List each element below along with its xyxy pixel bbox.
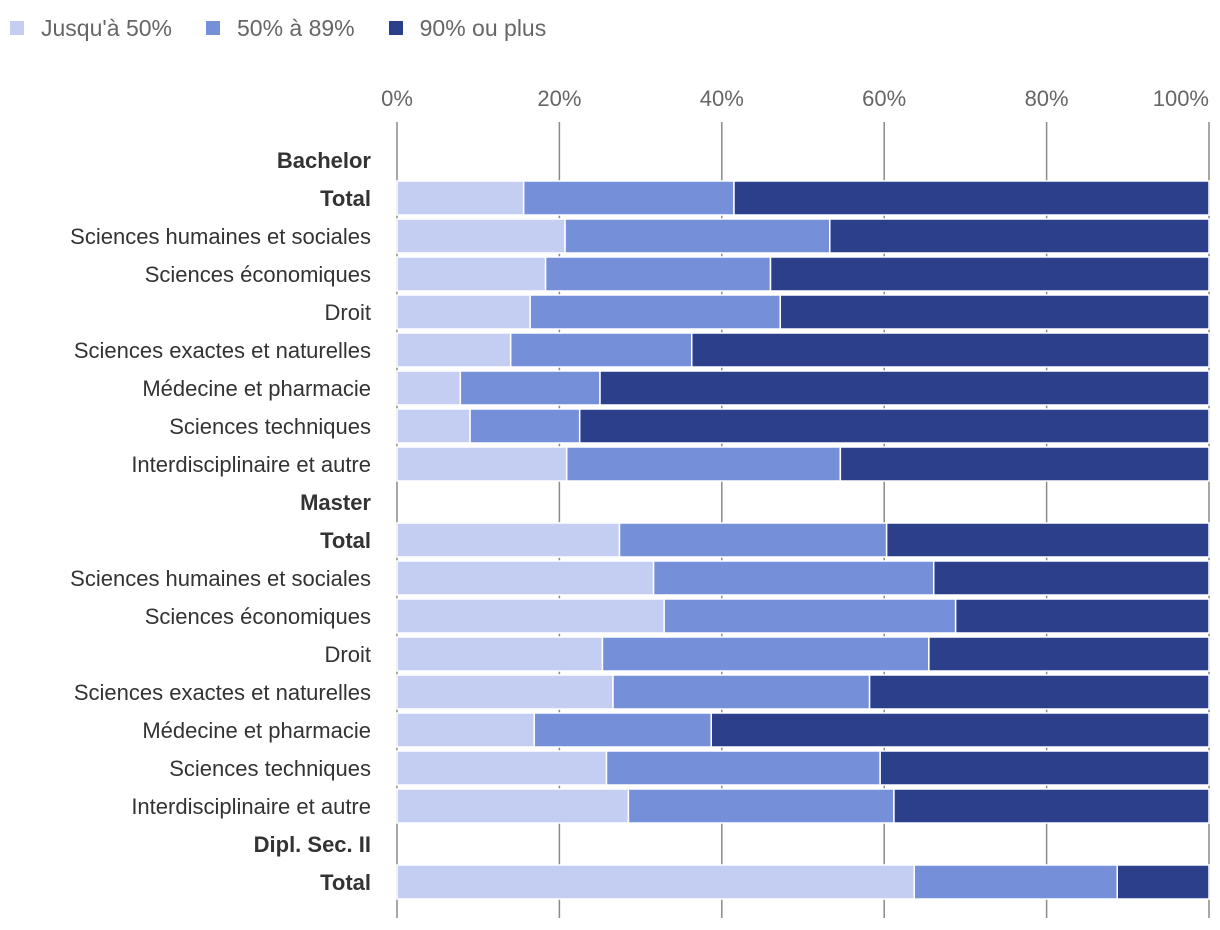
category-label: Sciences exactes et naturelles	[74, 338, 371, 363]
bar-segment[interactable]	[396, 788, 630, 824]
x-tick-label: 20%	[537, 86, 581, 111]
bar-segment[interactable]	[885, 522, 1210, 558]
bar-segment[interactable]	[544, 256, 772, 292]
bar-segment[interactable]	[396, 218, 566, 254]
category-label: Sciences techniques	[169, 756, 371, 781]
category-label: Sciences exactes et naturelles	[74, 680, 371, 705]
bar-segment[interactable]	[663, 598, 957, 634]
category-label: Sciences techniques	[169, 414, 371, 439]
x-tick-label: 80%	[1025, 86, 1069, 111]
legend-item-50-a-89[interactable]: 50% à 89%	[205, 14, 355, 42]
category-label: Médecine et pharmacie	[142, 376, 371, 401]
legend: Jusqu'à 50% 50% à 89% 90% ou plus	[10, 12, 580, 44]
legend-swatch-50-a-89	[205, 21, 220, 35]
bar-segment[interactable]	[913, 864, 1118, 900]
legend-label-90-ou-plus: 90% ou plus	[419, 14, 547, 41]
bar-segment[interactable]	[769, 256, 1210, 292]
bar-segment[interactable]	[879, 750, 1210, 786]
group-label: Total	[320, 528, 371, 553]
legend-swatch-90-ou-plus	[388, 21, 403, 35]
bar-segment[interactable]	[829, 218, 1210, 254]
bar-segment[interactable]	[612, 674, 871, 710]
bar-segment[interactable]	[396, 522, 621, 558]
bar-segment[interactable]	[733, 180, 1210, 216]
bar-segment[interactable]	[954, 598, 1210, 634]
bar-segment[interactable]	[928, 636, 1210, 672]
legend-item-90-ou-plus[interactable]: 90% ou plus	[388, 14, 547, 42]
bar-segment[interactable]	[564, 218, 831, 254]
bar-segment[interactable]	[396, 408, 471, 444]
bar-segment[interactable]	[459, 370, 601, 406]
bar-segment[interactable]	[932, 560, 1210, 596]
category-label: Médecine et pharmacie	[142, 718, 371, 743]
x-tick-label: 60%	[862, 86, 906, 111]
group-label: Master	[300, 490, 371, 515]
x-tick-label: 100%	[1153, 86, 1209, 111]
bar-segment[interactable]	[396, 598, 665, 634]
bar-segment[interactable]	[578, 408, 1210, 444]
group-label: Total	[320, 870, 371, 895]
bar-segment[interactable]	[396, 446, 568, 482]
bar-segment[interactable]	[396, 636, 604, 672]
bar-segment[interactable]	[599, 370, 1210, 406]
bar-segment[interactable]	[396, 256, 547, 292]
bar-segment[interactable]	[710, 712, 1210, 748]
bar-segment[interactable]	[509, 332, 693, 368]
legend-item-jusqua-50[interactable]: Jusqu'à 50%	[10, 15, 172, 42]
bar-segment[interactable]	[601, 636, 930, 672]
category-label: Interdisciplinaire et autre	[131, 452, 371, 477]
bar-segment[interactable]	[396, 294, 531, 330]
bar-segment[interactable]	[469, 408, 581, 444]
bar-segment[interactable]	[565, 446, 842, 482]
x-tick-label: 0%	[381, 86, 413, 111]
bar-segment[interactable]	[396, 370, 462, 406]
bar-segment[interactable]	[396, 560, 655, 596]
bar-segment[interactable]	[691, 332, 1210, 368]
bar-segment[interactable]	[396, 864, 915, 900]
group-label: Total	[320, 186, 371, 211]
bar-segment[interactable]	[893, 788, 1210, 824]
bar-segment[interactable]	[522, 180, 735, 216]
category-label: Droit	[325, 642, 371, 667]
bar-segment[interactable]	[1116, 864, 1210, 900]
x-axis-tick-labels: 0% 20% 40% 60% 80% 100%	[381, 86, 1209, 111]
bar-segment[interactable]	[868, 674, 1210, 710]
bar-segment[interactable]	[839, 446, 1210, 482]
bar-segment[interactable]	[396, 750, 608, 786]
category-label: Sciences humaines et sociales	[70, 566, 371, 591]
bar-segment[interactable]	[618, 522, 888, 558]
bar-segment[interactable]	[605, 750, 881, 786]
category-label: Sciences économiques	[145, 262, 371, 287]
bar-segment[interactable]	[396, 332, 512, 368]
bar-segment[interactable]	[533, 712, 712, 748]
bar-segment[interactable]	[627, 788, 895, 824]
bar-segment[interactable]	[396, 180, 525, 216]
bar-segment[interactable]	[396, 674, 614, 710]
category-labels: Bachelor Total Sciences humaines et social…	[70, 148, 371, 895]
group-label: Bachelor	[277, 148, 372, 173]
category-label: Sciences humaines et sociales	[70, 224, 371, 249]
legend-swatch-jusqua-50	[10, 21, 24, 35]
legend-label-50-a-89: 50% à 89%	[236, 14, 355, 41]
bar-segment[interactable]	[529, 294, 782, 330]
category-label: Droit	[325, 300, 371, 325]
x-tick-label: 40%	[700, 86, 744, 111]
bar-segments	[396, 180, 1210, 900]
legend-label-jusqua-50: Jusqu'à 50%	[41, 14, 172, 41]
category-label: Interdisciplinaire et autre	[131, 794, 371, 819]
category-label: Sciences économiques	[145, 604, 371, 629]
group-label: Dipl. Sec. II	[254, 832, 371, 857]
bar-segment[interactable]	[779, 294, 1210, 330]
bar-segment[interactable]	[652, 560, 935, 596]
bar-segment[interactable]	[396, 712, 535, 748]
